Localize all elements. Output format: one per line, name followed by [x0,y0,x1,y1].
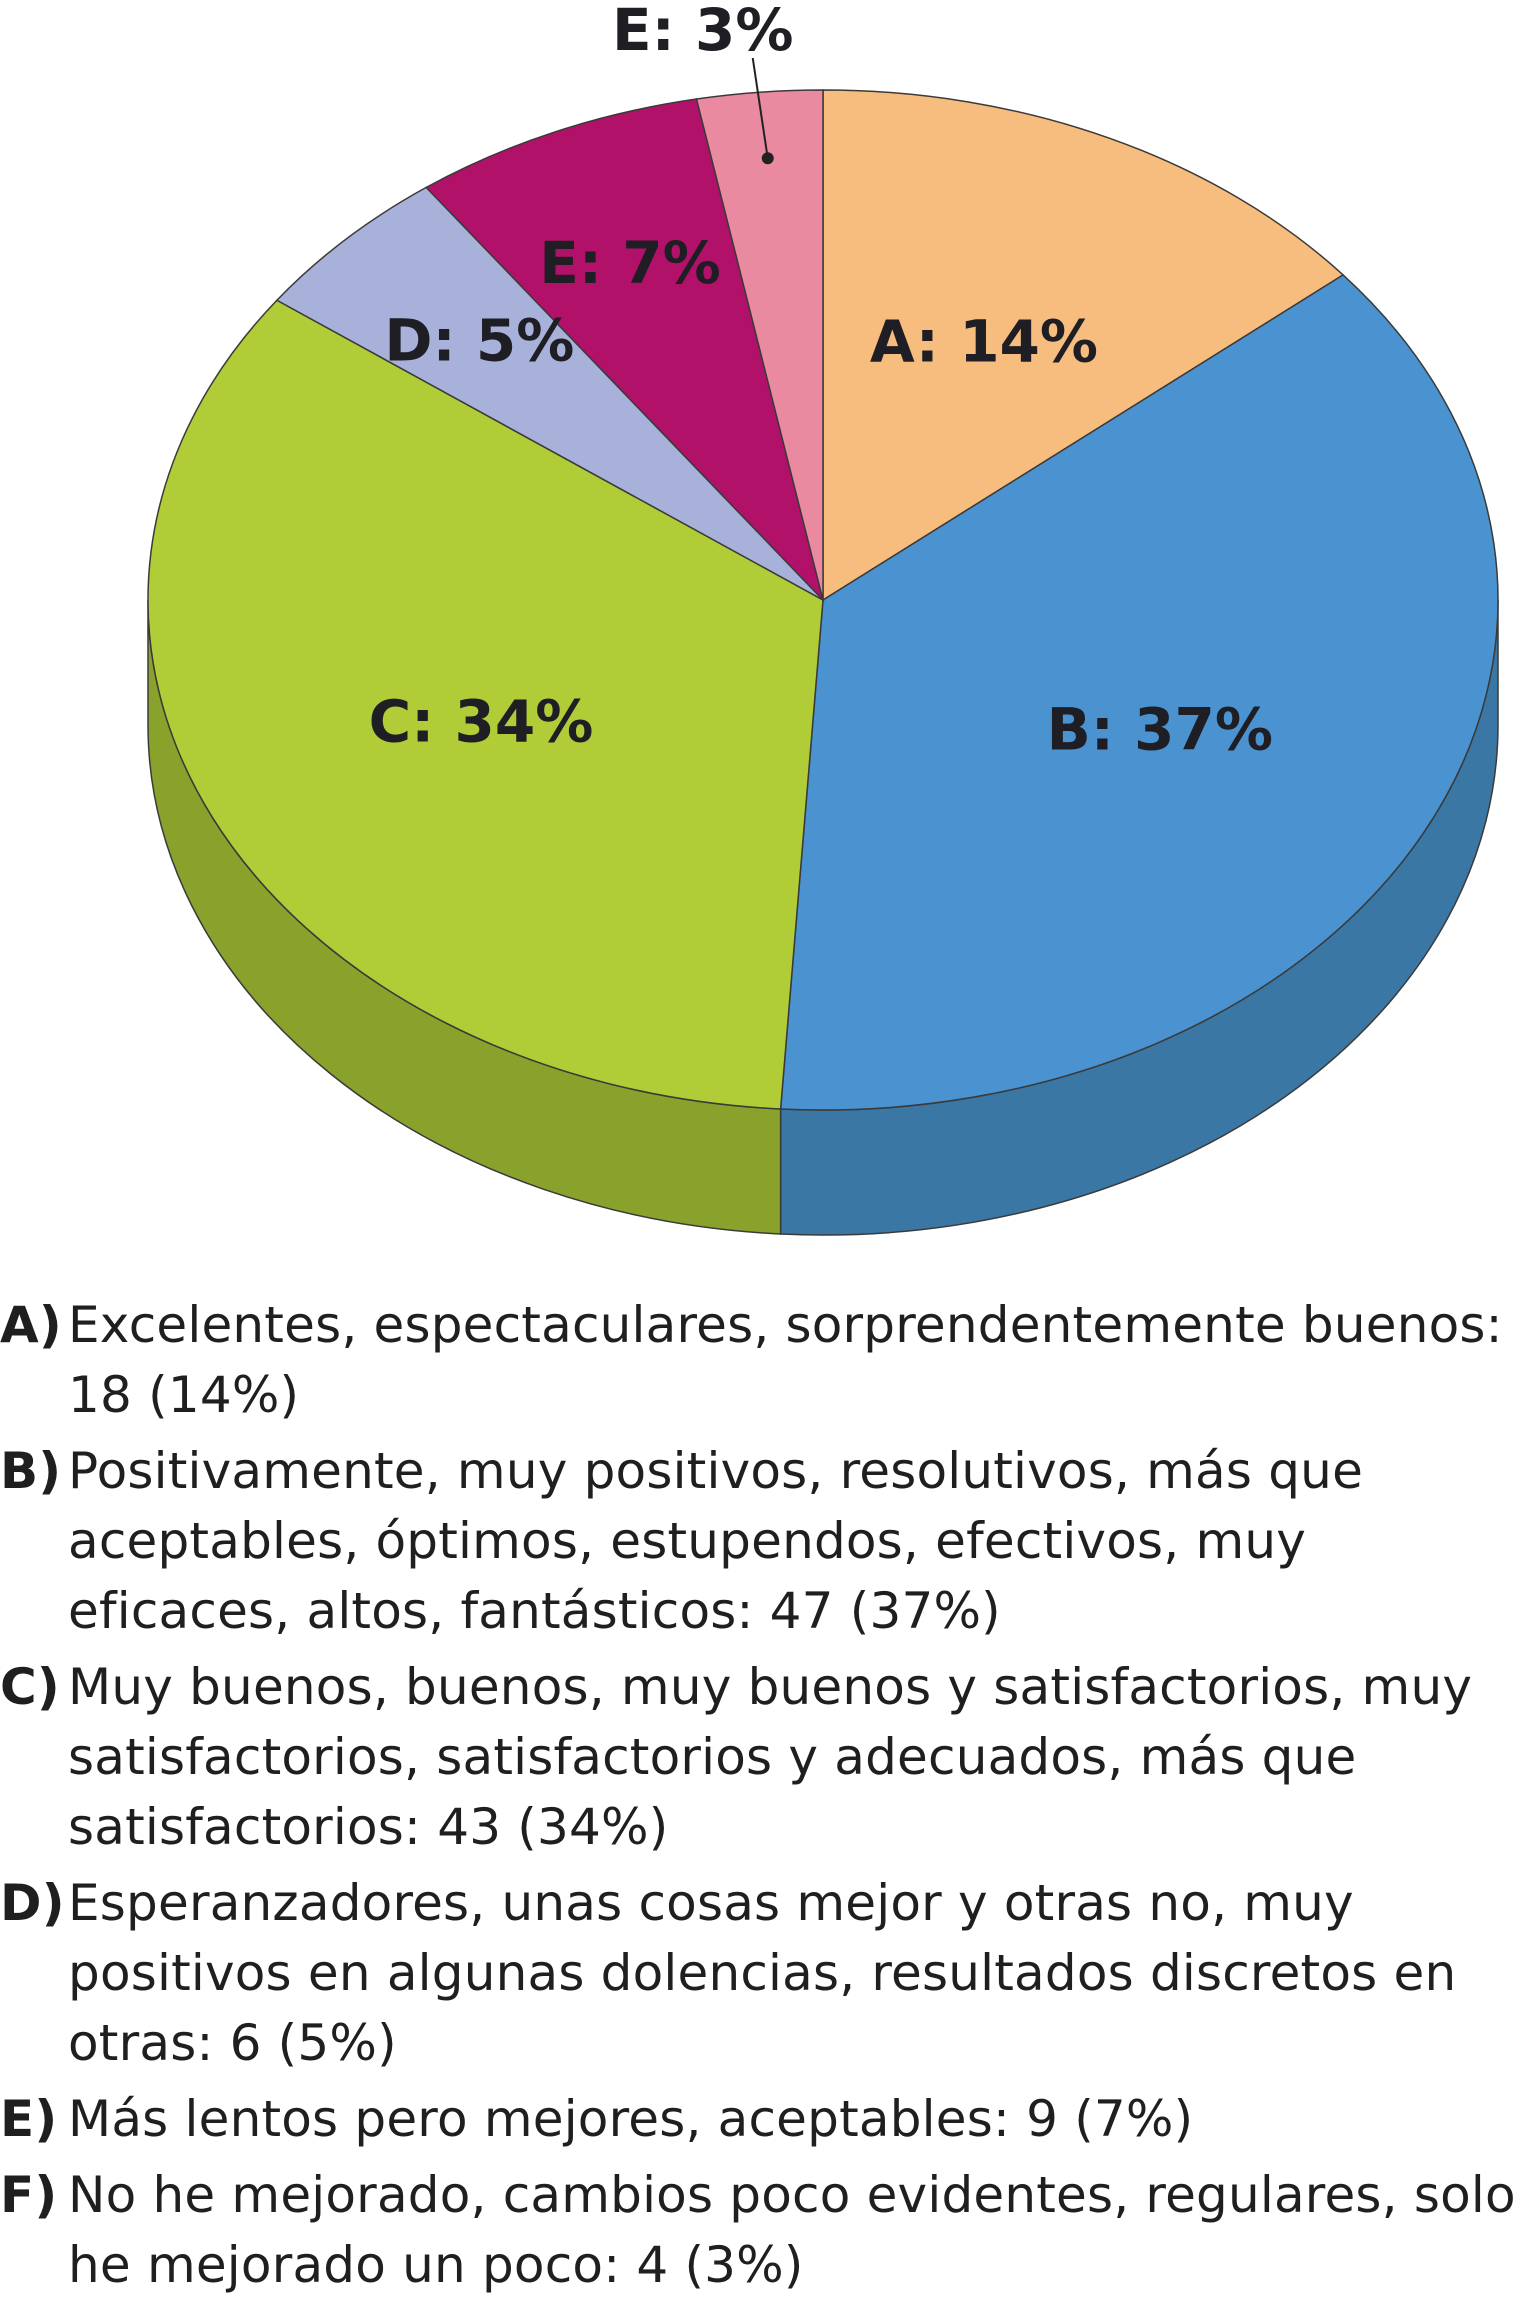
pie-slice-group [147,89,1499,1111]
slice-label-0: A: 14% [870,308,1098,376]
legend-key: E) [0,2090,58,2148]
slice-label-4: E: 7% [539,229,720,297]
slice-label-3: D: 5% [384,306,574,374]
slice-label-1: B: 37% [1047,696,1273,764]
legend-text: Excelentes, espectaculares, sorprendente… [68,1296,1503,1424]
legend-key: D) [0,1874,65,1932]
legend-key: B) [0,1442,62,1500]
pie-slice-0 [822,89,1345,602]
pie-slice-2 [147,299,824,1110]
legend: A) Excelentes, espectaculares, sorprende… [0,1290,1531,2306]
slice-label-2: C: 34% [369,688,594,756]
legend-item-c: C) Muy buenos, buenos, muy buenos y sati… [0,1652,1531,1862]
legend-item-a: A) Excelentes, espectaculares, sorprende… [0,1290,1531,1430]
pie-slice-5 [695,89,824,601]
pie-slice-4 [425,98,825,603]
pie-chart: A: 14% B: 37% C: 34% D: 5% E: 7% E: 3% [147,0,1499,1236]
legend-text: Positivamente, muy positivos, resolutivo… [68,1442,1364,1640]
legend-key: F) [0,2166,58,2224]
pie-slice-1 [779,273,1499,1111]
slice-leader-dot-5 [761,152,774,165]
slice-leader-line-5 [751,57,769,159]
legend-key: C) [0,1658,60,1716]
legend-item-b: B) Positivamente, muy positivos, resolut… [0,1436,1531,1646]
legend-item-e: E) Más lentos pero mejores, aceptables: … [0,2084,1531,2154]
legend-key: A) [0,1296,62,1354]
legend-item-f: F) No he mejorado, cambios poco evidente… [0,2160,1531,2300]
slice-label-5: E: 3% [612,0,793,64]
legend-item-d: D) Esperanzadores, unas cosas mejor y ot… [0,1868,1531,2078]
legend-text: Muy buenos, buenos, muy buenos y satisfa… [68,1658,1473,1856]
pie-label-group: A: 14% B: 37% C: 34% D: 5% E: 7% E: 3% [369,0,1273,764]
legend-text: Más lentos pero mejores, aceptables: 9 (… [68,2090,1194,2148]
legend-text: Esperanzadores, unas cosas mejor y otras… [68,1874,1457,2072]
pie-slice-3 [275,186,824,601]
legend-text: No he mejorado, cambios poco evidentes, … [68,2166,1516,2294]
